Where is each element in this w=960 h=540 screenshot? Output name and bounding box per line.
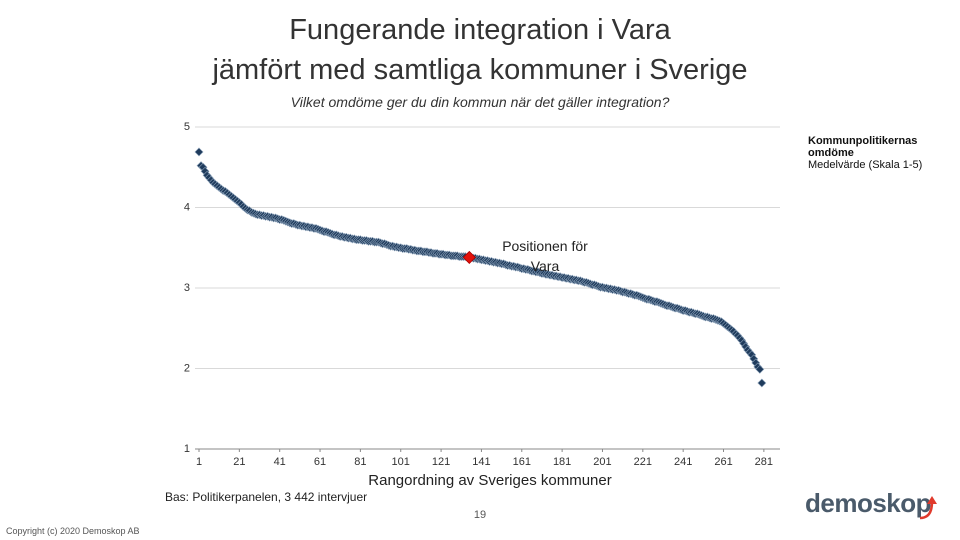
x-tick-label: 141 (472, 456, 490, 468)
title: Fungerande integration i Vara jämfört me… (0, 10, 960, 90)
x-tick-label: 101 (392, 456, 410, 468)
x-tick-label: 221 (634, 456, 652, 468)
y-tick-label: 2 (184, 362, 190, 374)
x-axis-label: Rangordning av Sveriges kommuner (368, 472, 612, 489)
base-note: Bas: Politikerpanelen, 3 442 intervjuer (165, 490, 368, 504)
point (194, 147, 204, 157)
x-tick-label: 41 (274, 456, 286, 468)
x-tick-label: 201 (593, 456, 611, 468)
y-tick-label: 1 (184, 443, 190, 455)
logo-arrow (919, 496, 937, 520)
question: Vilket omdöme ger du din kommun när det … (290, 94, 670, 110)
title-line: jämfört med samtliga kommuner i Sverige (212, 54, 748, 86)
x-tick-label: 161 (513, 456, 531, 468)
x-tick-label: 121 (432, 456, 450, 468)
copyright: Copyright (c) 2020 Demoskop AB (6, 526, 140, 536)
page-number: 19 (473, 509, 487, 521)
highlight-point (462, 250, 476, 264)
logo: demoskop (805, 488, 932, 518)
x-tick-label: 21 (233, 456, 245, 468)
annotation: Positionen för Vara (502, 238, 588, 274)
y-tick-label: 5 (184, 121, 190, 133)
x-tick-label: 241 (674, 456, 692, 468)
legend: Kommunpolitikernas omdöme Medelvärde (Sk… (808, 135, 938, 171)
legend-subtitle: Medelvärde (Skala 1-5) (808, 159, 923, 171)
x-tick-label: 81 (354, 456, 366, 468)
y-tick-label: 4 (184, 201, 190, 213)
x-tick-label: 1 (196, 456, 202, 468)
legend-title: Kommunpolitikernas omdöme (808, 135, 918, 159)
point (755, 364, 765, 374)
x-tick-label: 61 (314, 456, 326, 468)
point (757, 378, 767, 388)
x-tick-label: 181 (553, 456, 571, 468)
x-tick-label: 281 (755, 456, 773, 468)
y-tick-label: 3 (184, 282, 190, 294)
title-line: Fungerande integration i Vara (289, 14, 671, 46)
x-tick-label: 261 (714, 456, 732, 468)
